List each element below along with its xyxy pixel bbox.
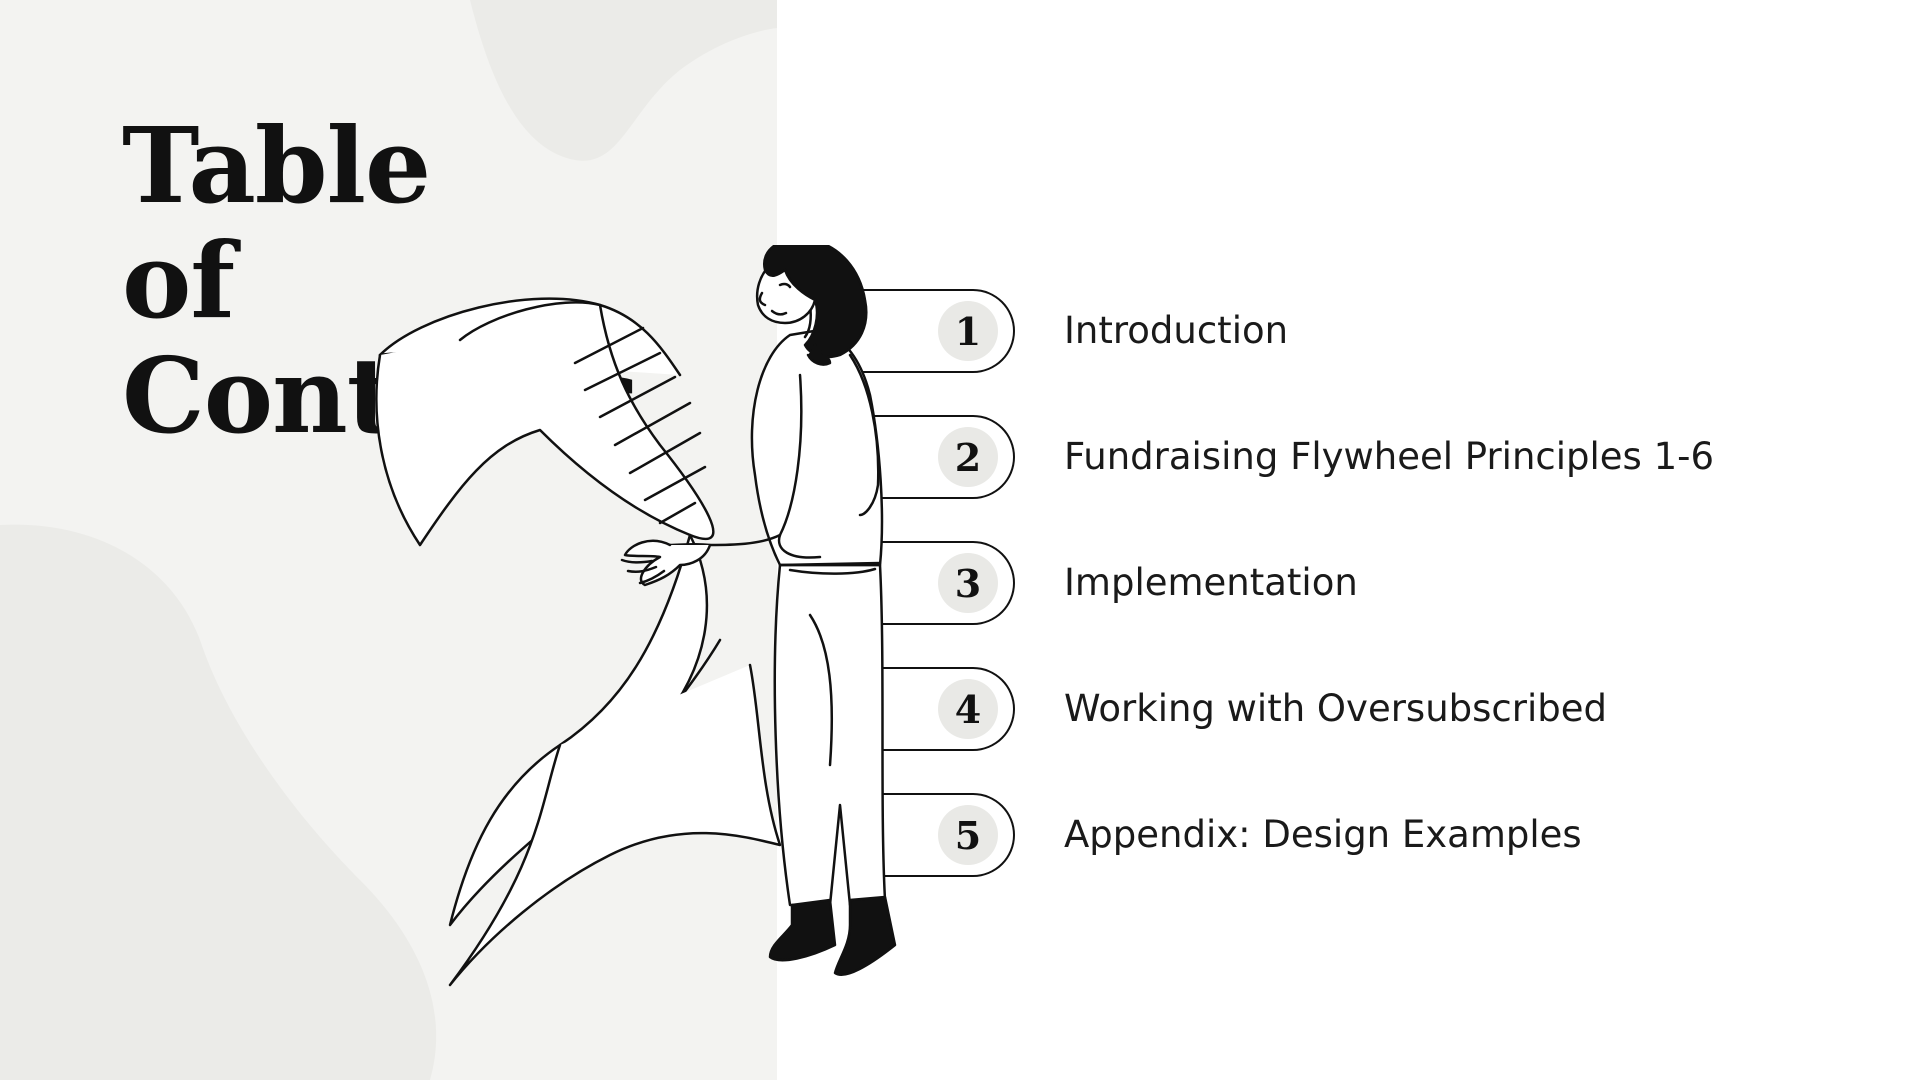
toc-item-number: 1 (938, 301, 998, 361)
toc-item-label: Implementation (1064, 561, 1358, 604)
title-line-2: of (122, 219, 235, 342)
woman-reading-scroll-illustration (375, 245, 897, 987)
toc-item-number: 3 (938, 553, 998, 613)
background-blob-shapes (0, 0, 777, 1080)
toc-item-label: Working with Oversubscribed (1064, 687, 1607, 730)
toc-item-number: 5 (938, 805, 998, 865)
toc-item-2[interactable]: 2 Fundraising Flywheel Principles 1-6 (850, 415, 1750, 503)
toc-item-number: 2 (938, 427, 998, 487)
toc-item-pill (850, 289, 1015, 373)
toc-item-5[interactable]: 5 Appendix: Design Examples (850, 793, 1750, 881)
toc-item-label: Appendix: Design Examples (1064, 813, 1582, 856)
toc-item-number: 4 (938, 679, 998, 739)
toc-item-4[interactable]: 4 Working with Oversubscribed (850, 667, 1750, 755)
toc-item-1[interactable]: 1 Introduction (850, 289, 1750, 377)
title-line-1: Table (122, 104, 431, 227)
toc-item-label: Introduction (1064, 309, 1289, 352)
toc-item-3[interactable]: 3 Implementation (850, 541, 1750, 629)
toc-item-label: Fundraising Flywheel Principles 1-6 (1064, 435, 1715, 478)
